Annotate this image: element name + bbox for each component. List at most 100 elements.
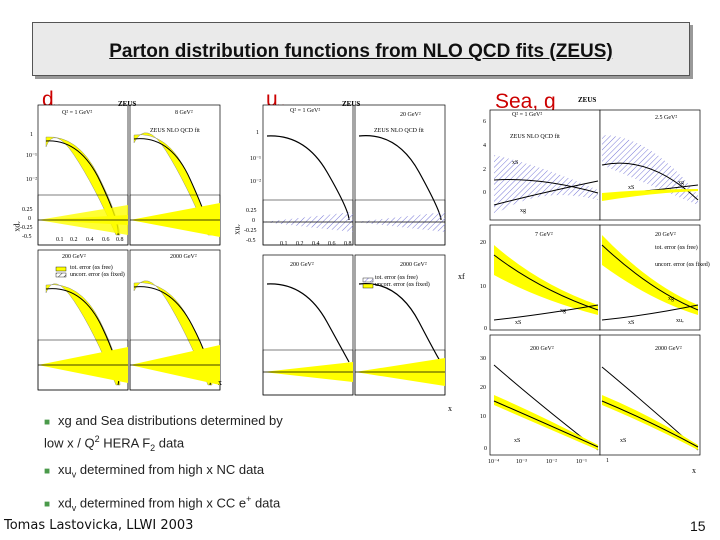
sea-ylabel: xf (458, 272, 465, 281)
bullet-2-marker: ■ (44, 466, 51, 477)
sea-ytick-bot-4: 0 (484, 446, 487, 452)
dv-rtick-2: 0 (28, 216, 31, 222)
sea-ytick-top-2: 4 (483, 143, 486, 149)
dv-quadrant-1 (37, 104, 129, 246)
sea-q2-1: Q² = 1 GeV² (512, 112, 543, 118)
sea-q2-4: 20 GeV² (655, 232, 676, 238)
label-sea-g: Sea, g (495, 90, 556, 113)
dv-xtick-4: 0.6 (102, 237, 110, 243)
uv-rtick-4: -0.5 (246, 238, 256, 244)
dv-q2-4: 2000 GeV² (170, 254, 197, 260)
sea-curve-s-3: xS (515, 320, 522, 326)
dv-xtick-3: 0.4 (86, 237, 94, 243)
sea-xtick-2: 10⁻³ (516, 459, 527, 465)
sea-curve-g-4: xg (668, 296, 674, 302)
sea-ytick-mid-3: 0 (484, 326, 487, 332)
sea-curve-s-6: xS (620, 438, 627, 444)
uv-xtick-3: 0.4 (312, 241, 320, 247)
uv-legend-fit: ZEUS NLO QCD fit (374, 128, 424, 134)
sea-legend-fit: ZEUS NLO QCD fit (510, 134, 560, 140)
dv-quadrant-4 (129, 249, 221, 391)
footer-author: Tomas Lastovicka, LLWI 2003 (4, 518, 194, 533)
sea-xlabel: x (692, 466, 696, 475)
uv-rtick-2: 0 (252, 218, 255, 224)
uv-ytick-2: 10⁻¹ (250, 156, 261, 162)
dv-q2-3: 200 GeV² (62, 254, 86, 260)
sea-row-1 (489, 109, 701, 221)
sea-curve-s-2: xS (512, 160, 519, 166)
uv-rtick-3: -0.25 (244, 228, 257, 234)
dv-ytick-3: 10⁻² (26, 177, 37, 183)
bullet-1-text: xg and Sea distributions determined by (58, 413, 283, 428)
uv-xtick-4: 0.6 (328, 241, 336, 247)
sea-zeus: ZEUS (578, 96, 597, 104)
uv-xtick-2: 0.2 (296, 241, 304, 247)
slide-title: Parton distribution functions from NLO Q… (109, 41, 613, 62)
dv-legend-unc: uncorr. error (αs fixed) (70, 272, 125, 278)
bullet-3: ■ xdv determined from high x CC e+ data (44, 494, 281, 513)
uv-figure (262, 104, 446, 396)
sea-ytick-mid-2: 10 (480, 284, 486, 290)
uv-xtick-1: 0.1 (280, 241, 288, 247)
uv-q2-2: 20 GeV² (400, 112, 421, 118)
bullet-2: ■ xuv determined from high x NC data (44, 462, 265, 480)
sea-ytick-bot-2: 20 (480, 385, 486, 391)
title-box: Parton distribution functions from NLO Q… (32, 22, 690, 76)
uv-q2-3: 200 GeV² (290, 262, 314, 268)
dv-quadrant-2 (129, 104, 221, 246)
dv-legend-swatch-tot (55, 266, 67, 272)
uv-ytick-3: 10⁻² (250, 179, 261, 185)
sea-row-2 (489, 224, 701, 331)
uv-quadrant-4 (354, 254, 446, 396)
dv-rtick-3: -0.25 (20, 225, 33, 231)
uv-quadrant-3 (262, 254, 354, 396)
dv-zeus: ZEUS (118, 100, 137, 108)
sea-xtick-5: 1 (606, 458, 609, 464)
bullet-1-marker: ■ (44, 417, 51, 428)
uv-legend-swatch-tot (362, 277, 374, 283)
dv-rtick-1: 0.25 (22, 207, 33, 213)
sea-curve-g-1: xg (678, 180, 684, 186)
sea-curve-s-1: xS (628, 185, 635, 191)
sea-q2-3: 7 GeV² (535, 232, 553, 238)
dv-xlabel: x (218, 378, 222, 387)
sea-xtick-3: 10⁻² (546, 459, 557, 465)
dv-legend-fit: ZEUS NLO QCD fit (150, 128, 200, 134)
dv-q2-1: Q² = 1 GeV² (62, 110, 93, 116)
bullet-3-marker: ■ (44, 499, 51, 511)
uv-quadrant-2 (354, 104, 446, 246)
dv-xtick-1: 0.1 (56, 237, 64, 243)
dv-quadrant-3 (37, 249, 129, 391)
uv-ylabel: xuᵥ (232, 224, 242, 235)
sea-curve-s-4: xS (628, 320, 635, 326)
dv-xtick-2: 0.2 (70, 237, 78, 243)
sea-curve-g-3: xg (560, 308, 566, 314)
dv-q2-2: 8 GeV² (175, 110, 193, 116)
sea-curve-uv: xuᵥ (676, 318, 684, 324)
uv-quadrant-1 (262, 104, 354, 246)
sea-ytick-top-1: 6 (483, 119, 486, 125)
dv-ytick-1: 1 (30, 132, 33, 138)
sea-ytick-bot-1: 30 (480, 356, 486, 362)
uv-rtick-1: 0.25 (246, 208, 257, 214)
page-number: 15 (690, 518, 706, 534)
sea-ytick-mid-1: 20 (480, 240, 486, 246)
dv-ytick-2: 10⁻¹ (26, 153, 37, 159)
sea-q2-6: 2000 GeV² (655, 346, 682, 352)
dv-rtick-4: -0.5 (22, 234, 32, 240)
uv-xtick-5: 0.8 (344, 241, 352, 247)
sea-ytick-top-4: 0 (483, 190, 486, 196)
uv-legend-unc: uncorr. error (αs fixed) (375, 282, 430, 288)
bullet-1: ■ xg and Sea distributions determined by … (44, 413, 283, 453)
uv-zeus: ZEUS (342, 100, 361, 108)
sea-q2-5: 200 GeV² (530, 346, 554, 352)
sea-figure (489, 109, 701, 456)
sea-q2-2: 2.5 GeV² (655, 115, 678, 121)
sea-xtick-1: 10⁻⁴ (488, 459, 500, 465)
sea-curve-g-2: xg (520, 208, 526, 214)
dv-figure (37, 104, 221, 391)
dv-legend-tot: tot. error (αs free) (70, 265, 113, 271)
sea-row-3 (489, 334, 701, 456)
uv-ytick-1: 1 (256, 130, 259, 136)
sea-curve-s-5: xS (514, 438, 521, 444)
